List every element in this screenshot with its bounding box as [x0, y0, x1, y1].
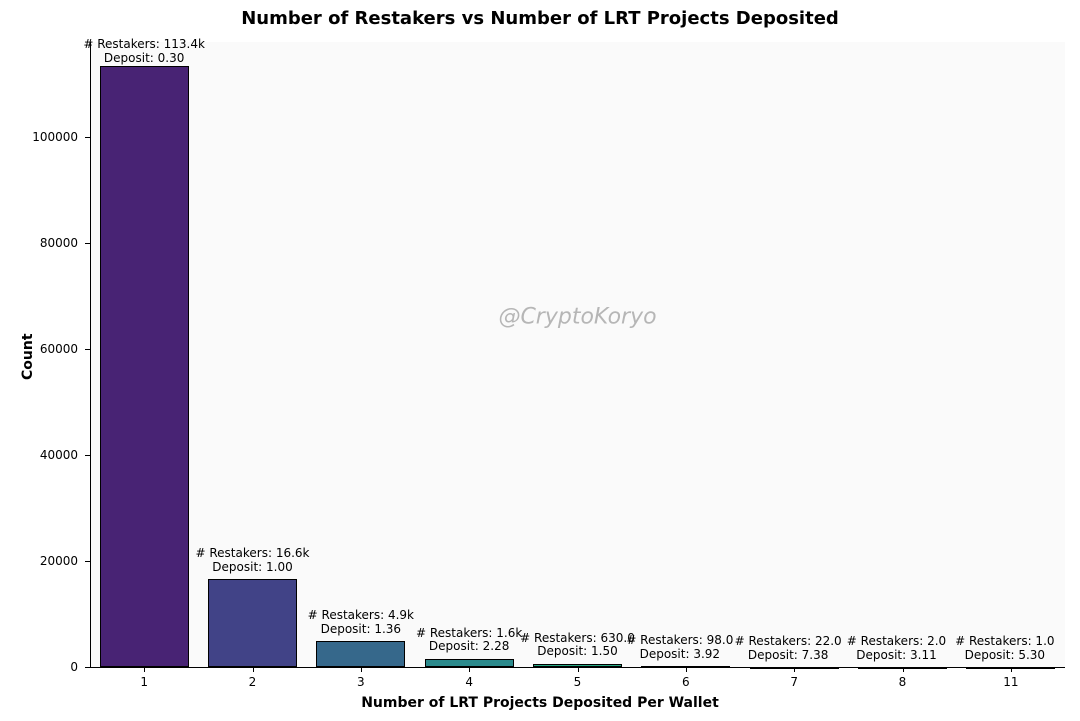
y-tick-label: 60000	[0, 342, 78, 356]
x-axis-label: Number of LRT Projects Deposited Per Wal…	[0, 695, 1080, 711]
y-axis-label: Count	[20, 333, 36, 380]
bar-annotation: # Restakers: 1.6kDeposit: 2.28	[416, 627, 522, 655]
x-tick-label: 5	[574, 675, 582, 689]
y-tick-label: 20000	[0, 554, 78, 568]
x-tick-label: 2	[249, 675, 257, 689]
x-tick-label: 8	[899, 675, 907, 689]
bar-annotation: # Restakers: 22.0Deposit: 7.38	[735, 635, 842, 663]
bar-annotation: # Restakers: 1.0Deposit: 5.30	[955, 635, 1054, 663]
bar	[100, 66, 189, 667]
x-tick-label: 7	[790, 675, 798, 689]
y-tick-label: 100000	[0, 130, 78, 144]
y-tick-label: 40000	[0, 448, 78, 462]
chart-container: Number of Restakers vs Number of LRT Pro…	[0, 0, 1080, 721]
y-tick-label: 80000	[0, 236, 78, 250]
x-tick-label: 6	[682, 675, 690, 689]
x-tick-label: 1	[140, 675, 148, 689]
bar-annotation: # Restakers: 2.0Deposit: 3.11	[847, 635, 946, 663]
chart-title: Number of Restakers vs Number of LRT Pro…	[0, 8, 1080, 29]
bar-annotation: # Restakers: 630.0Deposit: 1.50	[520, 632, 635, 660]
x-tick-label: 11	[1003, 675, 1018, 689]
bar-annotation: # Restakers: 16.6kDeposit: 1.00	[196, 547, 310, 575]
bar	[208, 579, 297, 667]
x-tick-label: 4	[465, 675, 473, 689]
bar	[425, 659, 514, 667]
x-tick-label: 3	[357, 675, 365, 689]
bar-annotation: # Restakers: 98.0Deposit: 3.92	[626, 634, 733, 662]
bar	[316, 641, 405, 667]
y-tick-label: 0	[0, 660, 78, 674]
bar-annotation: # Restakers: 113.4kDeposit: 0.30	[83, 38, 205, 66]
bar-annotation: # Restakers: 4.9kDeposit: 1.36	[308, 609, 414, 637]
